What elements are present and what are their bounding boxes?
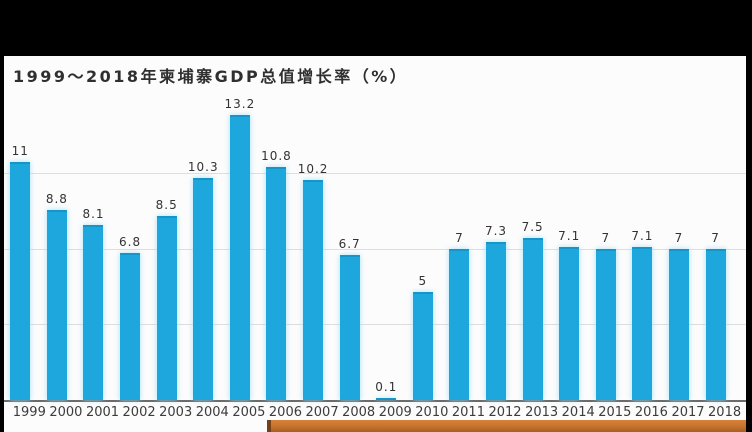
year-label: 2002: [122, 405, 156, 420]
bar-value-label: 10.8: [261, 149, 292, 163]
bar: [559, 247, 580, 400]
bar: [412, 292, 433, 400]
bar-value-label: 0.1: [375, 380, 398, 394]
year-label: 2014: [561, 405, 595, 420]
bar-column: 6.7 2008: [331, 90, 376, 420]
plot-area: 11 1999 8.8 2000 8.1 2001 6.8 2002 8.5 2…: [2, 90, 741, 420]
year-label: 2012: [488, 405, 522, 420]
bar-column: 7.1 2016: [624, 90, 668, 420]
bar: [156, 216, 177, 400]
year-label: 1999: [12, 405, 46, 420]
bar-column: 10.8 2006: [258, 90, 302, 420]
bar: [193, 178, 214, 400]
right-edge-strip: [746, 0, 752, 432]
year-label: 2005: [232, 405, 266, 420]
bar-value-label: 7.5: [521, 220, 544, 234]
bar-column: 5 2010: [405, 90, 448, 420]
year-label: 2016: [634, 405, 668, 420]
bar-value-label: 6.8: [119, 235, 142, 249]
bar-column: 7.3 2012: [478, 90, 522, 420]
bar-value-label: 5: [418, 274, 428, 288]
bar-value-label: 8.5: [155, 198, 178, 212]
bar: [266, 167, 287, 400]
bar-value-label: 10.3: [187, 160, 219, 174]
bar: [668, 249, 689, 400]
bar-value-label: 7.1: [558, 229, 581, 243]
bar-value-label: 7.3: [484, 224, 508, 238]
bar-column: 7 2015: [588, 90, 631, 420]
year-label: 2003: [159, 405, 193, 420]
bar: [46, 210, 67, 400]
chart-title: 1999～2018年柬埔寨GDP总值增长率（%）: [13, 67, 409, 86]
bar: [486, 242, 507, 400]
bar: [376, 398, 397, 400]
bar-column: 10.3 2004: [185, 90, 229, 420]
bar-column: 7 2017: [661, 90, 705, 420]
bar-column: 6.8 2002: [112, 90, 156, 420]
year-label: 2004: [195, 405, 229, 420]
bar: [339, 255, 360, 400]
bottom-accent-bar: [267, 420, 746, 432]
bar: [595, 249, 616, 400]
gridline: [4, 324, 746, 326]
year-label: 2009: [378, 405, 412, 420]
bar-column: 0.1 2009: [368, 90, 412, 420]
gridline: [4, 173, 746, 175]
bar: [632, 247, 653, 400]
year-label: 2006: [268, 405, 302, 420]
year-label: 2001: [85, 405, 120, 420]
bar-value-label: 7: [711, 231, 720, 245]
bar-value-label: 11: [11, 144, 29, 158]
bar: [705, 249, 726, 400]
year-label: 2007: [305, 405, 339, 420]
grid-layer: [4, 90, 746, 402]
bar-column: 13.2 2005: [222, 90, 266, 420]
top-letterbox-bar: [0, 0, 752, 56]
bar: [83, 225, 104, 400]
bar-column: 8.5 2003: [148, 90, 193, 420]
bar-column: 7 2018: [697, 90, 741, 420]
year-label: 2008: [342, 405, 376, 420]
bar: [229, 115, 250, 400]
bar: [10, 162, 31, 400]
left-edge-strip: [0, 0, 4, 432]
bar-value-label: 6.7: [338, 237, 361, 251]
bar: [522, 238, 543, 400]
bar-value-label: 7: [455, 231, 464, 245]
bar: [303, 180, 324, 400]
year-label: 2018: [708, 405, 742, 420]
year-label: 2000: [49, 405, 83, 420]
bar-value-label: 8.1: [82, 207, 105, 221]
year-label: 2015: [598, 405, 632, 420]
bar-value-label: 7: [674, 231, 684, 245]
bar-column: 8.1 2001: [75, 90, 119, 420]
bar-column: 10.2 2007: [295, 90, 339, 420]
year-label: 2011: [451, 405, 485, 420]
bar-value-label: 8.8: [45, 192, 68, 206]
year-label: 2013: [525, 405, 559, 420]
bar-value-label: 7: [601, 231, 611, 245]
bar: [449, 249, 470, 400]
year-label: 2010: [415, 405, 449, 420]
bar-value-label: 13.2: [224, 97, 256, 111]
bar-column: 7.5 2013: [514, 90, 559, 420]
bar-column: 7.1 2014: [551, 90, 595, 420]
gridline: [4, 248, 746, 250]
bar-column: 11 1999: [2, 90, 46, 420]
bar-value-label: 10.2: [297, 162, 329, 176]
bar-value-label: 7.1: [631, 229, 654, 243]
x-axis-line: [4, 400, 746, 402]
bar-column: 7 2011: [441, 90, 485, 420]
year-label: 2017: [671, 405, 705, 420]
bar-column: 8.8 2000: [39, 90, 83, 420]
bar: [120, 253, 141, 400]
